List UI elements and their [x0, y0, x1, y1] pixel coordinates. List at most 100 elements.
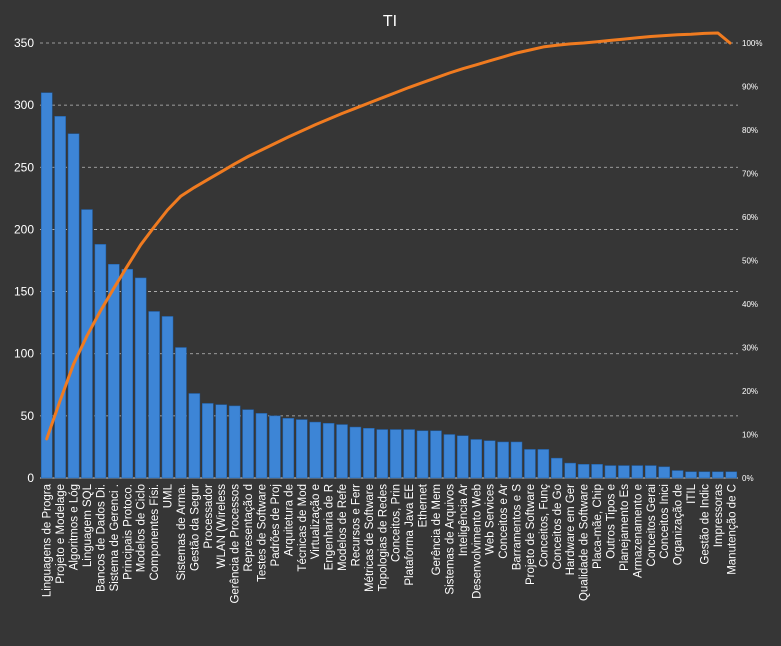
bar [631, 465, 644, 479]
x-tick-label: Desenvolvimento Web [471, 484, 483, 599]
x-tick-label: Gestão da Segur [189, 484, 201, 571]
bar [685, 471, 697, 479]
bar [215, 404, 227, 479]
bar [537, 449, 550, 479]
x-tick-label: Conceitos Inici [659, 484, 671, 559]
bar [644, 465, 657, 479]
y-tick-label: 250 [14, 160, 34, 174]
x-tick-label: Conceitos, Funç [538, 484, 550, 567]
y-axis-left: 0 50 100 150 200 250 300 350 [14, 36, 34, 485]
x-tick-label: Projeto e Modelage [55, 484, 67, 584]
bar [524, 449, 536, 479]
y-axis-right: 0% 10% 20% 30% 40% 50% 60% 70% 80% 90% 100% [742, 39, 762, 483]
x-tick-label: Linguagens de Progra [42, 483, 54, 597]
x-tick-label: Conceitos, Prin [391, 484, 403, 562]
bar [483, 440, 496, 479]
x-tick-label: Testes de Software [256, 484, 268, 582]
x-tick-label: Conceitos Gerai [646, 484, 658, 566]
x-tick-label: Linguagem SQL [82, 483, 94, 567]
y-tick-label: 50 [21, 409, 35, 423]
x-tick-label: UML [163, 483, 175, 508]
bar [604, 465, 617, 479]
bar [349, 426, 362, 479]
bar [242, 409, 254, 479]
x-tick-label: Impressoras [713, 484, 725, 548]
x-tick-label: Web Services [485, 484, 497, 555]
bar [255, 413, 268, 479]
y2-tick-label: 20% [742, 387, 758, 396]
x-tick-label: Armazenamento e [632, 484, 644, 578]
y2-tick-label: 40% [742, 300, 758, 309]
bar [403, 429, 415, 479]
bar [564, 462, 576, 479]
x-tick-label: Ethernet [418, 483, 430, 527]
bar [67, 133, 80, 479]
chart-title: TI [383, 13, 397, 30]
bar [497, 441, 509, 479]
bar [121, 268, 134, 479]
x-tick-label: Modelos de Ciclo [136, 484, 148, 572]
bar [336, 424, 348, 479]
bar [81, 209, 93, 479]
y2-tick-label: 0% [742, 474, 754, 483]
bar [228, 405, 241, 479]
bar [389, 429, 402, 479]
x-tick-label: Engenharia de R [324, 484, 336, 570]
bar [591, 464, 603, 479]
x-tick-label: Sistemas de Arquivos [444, 484, 456, 595]
y-tick-label: 300 [14, 98, 34, 112]
x-tick-label: Virtualização e [310, 484, 322, 559]
bar [269, 415, 281, 479]
x-tick-label: Qualidade de Software [579, 484, 591, 601]
x-tick-label: Sistema de Gerenci . [109, 484, 121, 591]
bar [309, 421, 321, 479]
y-tick-label: 100 [14, 347, 34, 361]
bar [188, 393, 201, 479]
bar [443, 434, 456, 479]
x-tick-label: Recursos e Ferr [350, 484, 362, 567]
bars-layer [40, 92, 738, 479]
bar [658, 466, 670, 479]
x-tick-label: Processador [203, 484, 215, 549]
y2-tick-label: 10% [742, 431, 758, 440]
y2-tick-label: 100% [742, 39, 762, 48]
cumulative-line-layer [45, 31, 732, 441]
bar [161, 316, 174, 479]
x-tick-label: Gerência de Processos [230, 484, 242, 604]
y2-tick-label: 60% [742, 213, 758, 222]
x-axis-labels: Linguagens de Progra Projeto e Modelage Al… [42, 483, 739, 603]
y2-tick-label: 30% [742, 344, 758, 353]
x-tick-label: Bancos de Dados Di. [95, 484, 107, 592]
bar [416, 430, 429, 479]
bar [148, 311, 160, 479]
x-tick-label: Inteligência Ar [458, 484, 470, 556]
x-tick-label: Técnicas de Mod [297, 484, 309, 572]
y2-tick-label: 70% [742, 170, 758, 179]
bar [94, 244, 107, 479]
bar [671, 470, 684, 479]
cumulative-line [45, 31, 732, 441]
x-tick-label: WLAN (Wireless [216, 484, 228, 569]
x-tick-label: Placa-mãe, Chip [592, 484, 604, 569]
x-tick-label: Outros Tipos e [605, 484, 617, 559]
x-tick-label: Organização de [673, 484, 685, 565]
x-tick-label: Hardware em Ger [565, 484, 577, 576]
x-tick-label: Gestão de Indic [699, 484, 711, 565]
y-tick-label: 0 [27, 471, 34, 485]
y2-tick-label: 80% [742, 126, 758, 135]
y-tick-label: 350 [14, 36, 34, 50]
x-tick-label: Componentes Físi. [149, 484, 161, 581]
bar [295, 419, 308, 479]
x-tick-label: Conceitos de Go [552, 484, 564, 570]
bar [510, 441, 523, 479]
x-tick-label: ITIL [686, 483, 698, 503]
x-tick-label: Principais Protoco. [122, 484, 134, 580]
x-tick-label: Topologias de Redes [377, 484, 389, 592]
bar [551, 457, 563, 479]
x-tick-label: Padrões de Proj [270, 484, 282, 566]
x-tick-label: Barramentos e S [512, 484, 524, 571]
bar [202, 403, 214, 479]
x-tick-label: Métricas de Software [364, 484, 376, 592]
